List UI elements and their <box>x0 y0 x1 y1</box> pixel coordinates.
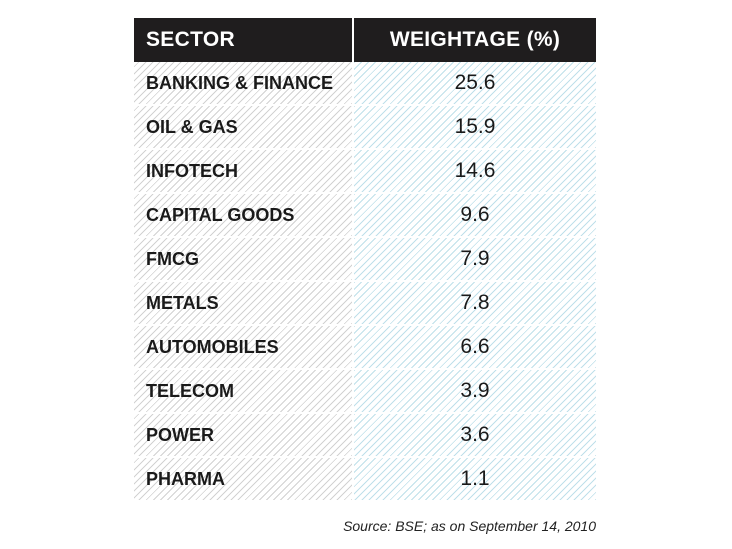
weightage-cell: 14.6 <box>354 150 596 194</box>
column-header-sector: SECTOR <box>134 18 354 62</box>
weightage-cell: 3.9 <box>354 370 596 414</box>
weightage-cell: 9.6 <box>354 194 596 238</box>
table-row: PHARMA 1.1 <box>134 458 596 502</box>
sector-weightage-table-container: SECTOR WEIGHTAGE (%) BANKING & FINANCE 25… <box>134 18 596 502</box>
weightage-cell: 7.8 <box>354 282 596 326</box>
sector-cell: TELECOM <box>134 370 354 414</box>
column-header-weightage: WEIGHTAGE (%) <box>354 18 596 62</box>
table-row: BANKING & FINANCE 25.6 <box>134 62 596 106</box>
table-row: AUTOMOBILES 6.6 <box>134 326 596 370</box>
weightage-cell: 3.6 <box>354 414 596 458</box>
sector-cell: INFOTECH <box>134 150 354 194</box>
source-note: Source: BSE; as on September 14, 2010 <box>343 518 596 534</box>
table-row: POWER 3.6 <box>134 414 596 458</box>
sector-cell: FMCG <box>134 238 354 282</box>
sector-cell: METALS <box>134 282 354 326</box>
table-row: OIL & GAS 15.9 <box>134 106 596 150</box>
table-header: SECTOR WEIGHTAGE (%) <box>134 18 596 62</box>
header-row: SECTOR WEIGHTAGE (%) <box>134 18 596 62</box>
sector-cell: PHARMA <box>134 458 354 502</box>
sector-cell: OIL & GAS <box>134 106 354 150</box>
sector-cell: CAPITAL GOODS <box>134 194 354 238</box>
weightage-cell: 15.9 <box>354 106 596 150</box>
sector-cell: BANKING & FINANCE <box>134 62 354 106</box>
weightage-cell: 7.9 <box>354 238 596 282</box>
sector-cell: AUTOMOBILES <box>134 326 354 370</box>
table-row: FMCG 7.9 <box>134 238 596 282</box>
table-row: CAPITAL GOODS 9.6 <box>134 194 596 238</box>
table-row: INFOTECH 14.6 <box>134 150 596 194</box>
weightage-cell: 6.6 <box>354 326 596 370</box>
table-body: BANKING & FINANCE 25.6 OIL & GAS 15.9 INFOTE… <box>134 62 596 502</box>
table-row: METALS 7.8 <box>134 282 596 326</box>
table-row: TELECOM 3.9 <box>134 370 596 414</box>
weightage-cell: 25.6 <box>354 62 596 106</box>
sector-cell: POWER <box>134 414 354 458</box>
weightage-cell: 1.1 <box>354 458 596 502</box>
sector-weightage-table: SECTOR WEIGHTAGE (%) BANKING & FINANCE 25… <box>134 18 596 502</box>
